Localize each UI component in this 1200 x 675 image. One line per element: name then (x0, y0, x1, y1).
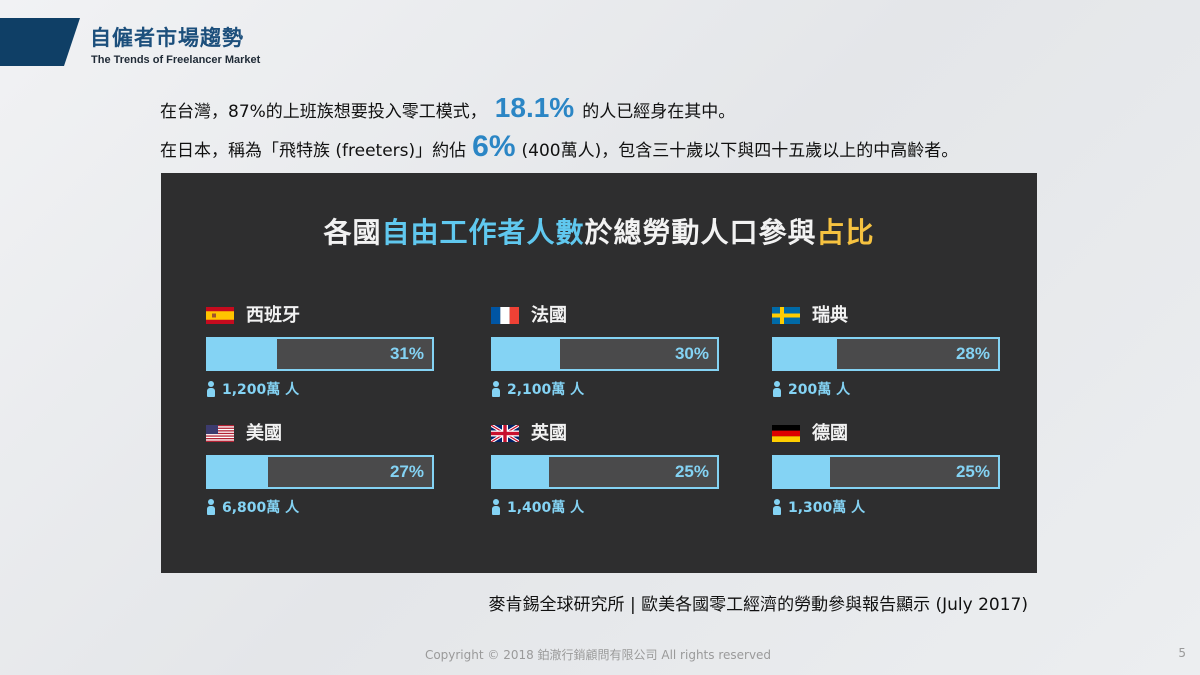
page-number: 5 (1178, 646, 1186, 660)
country-name: 西班牙 (246, 305, 300, 326)
share-label: 30% (674, 344, 709, 363)
worker-count: 1,300萬 人 (772, 497, 865, 517)
worker-count-text: 1,300萬 人 (788, 500, 866, 516)
share-bar: 31% (206, 337, 434, 371)
panel-title-part3: 於總勞動人口參與 (584, 216, 817, 249)
intro-line-taiwan: 在台灣，87%的上班族想要投入零工模式， 18.1% 的人已經身在其中。 (160, 92, 735, 124)
person-icon (491, 381, 501, 397)
share-bar-fill (774, 339, 837, 369)
spain-flag-icon (206, 307, 234, 324)
share-bar-fill (208, 457, 269, 487)
worker-count-text: 200萬 人 (788, 382, 851, 398)
country-name: 德國 (812, 423, 848, 444)
usa-flag-icon (206, 425, 234, 442)
country-card: 瑞典 28% 200萬 人 (772, 301, 1002, 401)
share-label: 25% (674, 462, 709, 481)
germany-flag-icon (772, 425, 800, 442)
share-label: 27% (389, 462, 424, 481)
country-name: 英國 (531, 423, 567, 444)
intro-line1-end: 的人已經身在其中。 (582, 102, 736, 122)
uk-flag-icon (491, 425, 519, 442)
country-card: 法國 30% 2,100萬 人 (491, 301, 721, 401)
header-accent-bar (0, 18, 80, 66)
worker-count-text: 6,800萬 人 (222, 500, 300, 516)
country-card: 德國 25% 1,300萬 人 (772, 419, 1002, 519)
person-icon (772, 381, 782, 397)
sweden-flag-icon (772, 307, 800, 324)
share-bar-fill (493, 457, 549, 487)
copyright-footer: Copyright © 2018 鉑澈行銷顧問有限公司 All rights r… (424, 648, 772, 662)
country-card: 西班牙 31% 1,200萬 人 (206, 301, 436, 401)
slide-title: 自僱者市場趨勢 (90, 26, 244, 50)
share-bar-fill (774, 457, 830, 487)
france-flag-icon (491, 307, 519, 324)
share-bar: 25% (491, 455, 719, 489)
slide-subtitle: The Trends of Freelancer Market (91, 54, 261, 66)
intro-line-japan: 在日本，稱為「飛特族 (freeters)」約佔 6% (400萬人)，包含三十歲以… (160, 130, 958, 164)
intro-line2-text: 在日本，稱為「飛特族 (freeters)」約佔 (160, 141, 467, 161)
panel-title-part1: 各國 (323, 216, 382, 249)
person-icon (206, 499, 216, 515)
panel-title: 各國自由工作者人數於總勞動人口參與占比 (161, 211, 1037, 251)
person-icon (772, 499, 782, 515)
country-card: 美國 27% 6,800萬 人 (206, 419, 436, 519)
share-bar: 25% (772, 455, 1000, 489)
japan-highlight: 6% (472, 130, 516, 163)
panel-title-part4: 占比 (816, 216, 875, 249)
worker-count: 1,400萬 人 (491, 497, 584, 517)
worker-count: 6,800萬 人 (206, 497, 299, 517)
share-bar: 30% (491, 337, 719, 371)
worker-count: 2,100萬 人 (491, 379, 584, 399)
taiwan-highlight: 18.1% (494, 92, 575, 123)
worker-count-text: 2,100萬 人 (507, 382, 585, 398)
worker-count-text: 1,400萬 人 (507, 500, 585, 516)
country-name: 瑞典 (812, 305, 848, 326)
share-bar: 27% (206, 455, 434, 489)
share-label: 28% (955, 344, 990, 363)
worker-count-text: 1,200萬 人 (222, 382, 300, 398)
share-bar-fill (208, 339, 278, 369)
source-citation: 麥肯錫全球研究所 | 歐美各國零工經濟的勞動參與報告顯示 (July 2017) (488, 595, 1028, 615)
person-icon (206, 381, 216, 397)
country-name: 美國 (246, 423, 282, 444)
country-card: 英國 25% 1,400萬 人 (491, 419, 721, 519)
share-label: 25% (955, 462, 990, 481)
country-name: 法國 (531, 305, 567, 326)
panel-title-part2: 自由工作者人數 (381, 216, 585, 249)
intro-line1-text: 在台灣，87%的上班族想要投入零工模式， (160, 102, 487, 122)
person-icon (491, 499, 501, 515)
worker-count: 200萬 人 (772, 379, 850, 399)
share-bar-fill (493, 339, 561, 369)
worker-count: 1,200萬 人 (206, 379, 299, 399)
freelancer-share-panel: 各國自由工作者人數於總勞動人口參與占比 西班牙 31% 1,200萬 人 法國 … (161, 173, 1037, 573)
share-label: 31% (389, 344, 424, 363)
intro-line2-end: (400萬人)，包含三十歲以下與四十五歲以上的中高齡者。 (521, 141, 959, 161)
share-bar: 28% (772, 337, 1000, 371)
